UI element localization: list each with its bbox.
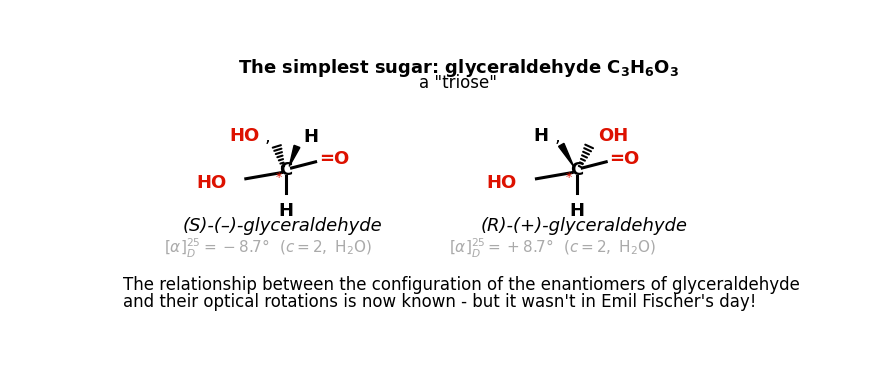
Text: H: H [279,202,293,220]
Text: =O: =O [610,150,639,168]
Text: $[\alpha]^{25}_{D}$: $[\alpha]^{25}_{D}$ [449,237,485,261]
Text: The simplest sugar: glyceraldehyde $\mathbf{C_3H_6O_3}$: The simplest sugar: glyceraldehyde $\mat… [238,57,679,79]
Text: ,: , [265,128,270,146]
Text: C: C [280,161,292,178]
Text: $= -8.7°\ \ (c = 2,\ \mathrm{H_2O})$: $= -8.7°\ \ (c = 2,\ \mathrm{H_2O})$ [201,237,372,257]
Text: The relationship between the configuration of the enantiomers of glyceraldehyde: The relationship between the configurati… [122,276,799,294]
Text: H: H [303,128,318,146]
Text: (S)-(–)-glyceraldehyde: (S)-(–)-glyceraldehyde [182,217,382,235]
Text: H: H [569,202,585,220]
Polygon shape [559,143,574,166]
Polygon shape [290,145,299,166]
Text: ,: , [555,128,561,146]
Text: =O: =O [318,150,349,168]
Text: *: * [275,171,282,184]
Text: HO: HO [196,174,226,192]
Text: H: H [534,127,549,145]
Text: OH: OH [598,127,628,145]
Text: and their optical rotations is now known - but it wasn't in Emil Fischer's day!: and their optical rotations is now known… [122,293,756,311]
Text: *: * [566,171,572,184]
Text: $[\alpha]^{25}_{D}$: $[\alpha]^{25}_{D}$ [164,237,201,261]
Text: HO: HO [230,127,260,145]
Text: a "triose": a "triose" [419,74,497,92]
Text: C: C [570,161,584,178]
Text: $= +8.7°\ \ (c = 2,\ \mathrm{H_2O})$: $= +8.7°\ \ (c = 2,\ \mathrm{H_2O})$ [485,237,656,257]
Text: HO: HO [487,174,517,192]
Text: (R)-(+)-glyceraldehyde: (R)-(+)-glyceraldehyde [481,217,688,235]
